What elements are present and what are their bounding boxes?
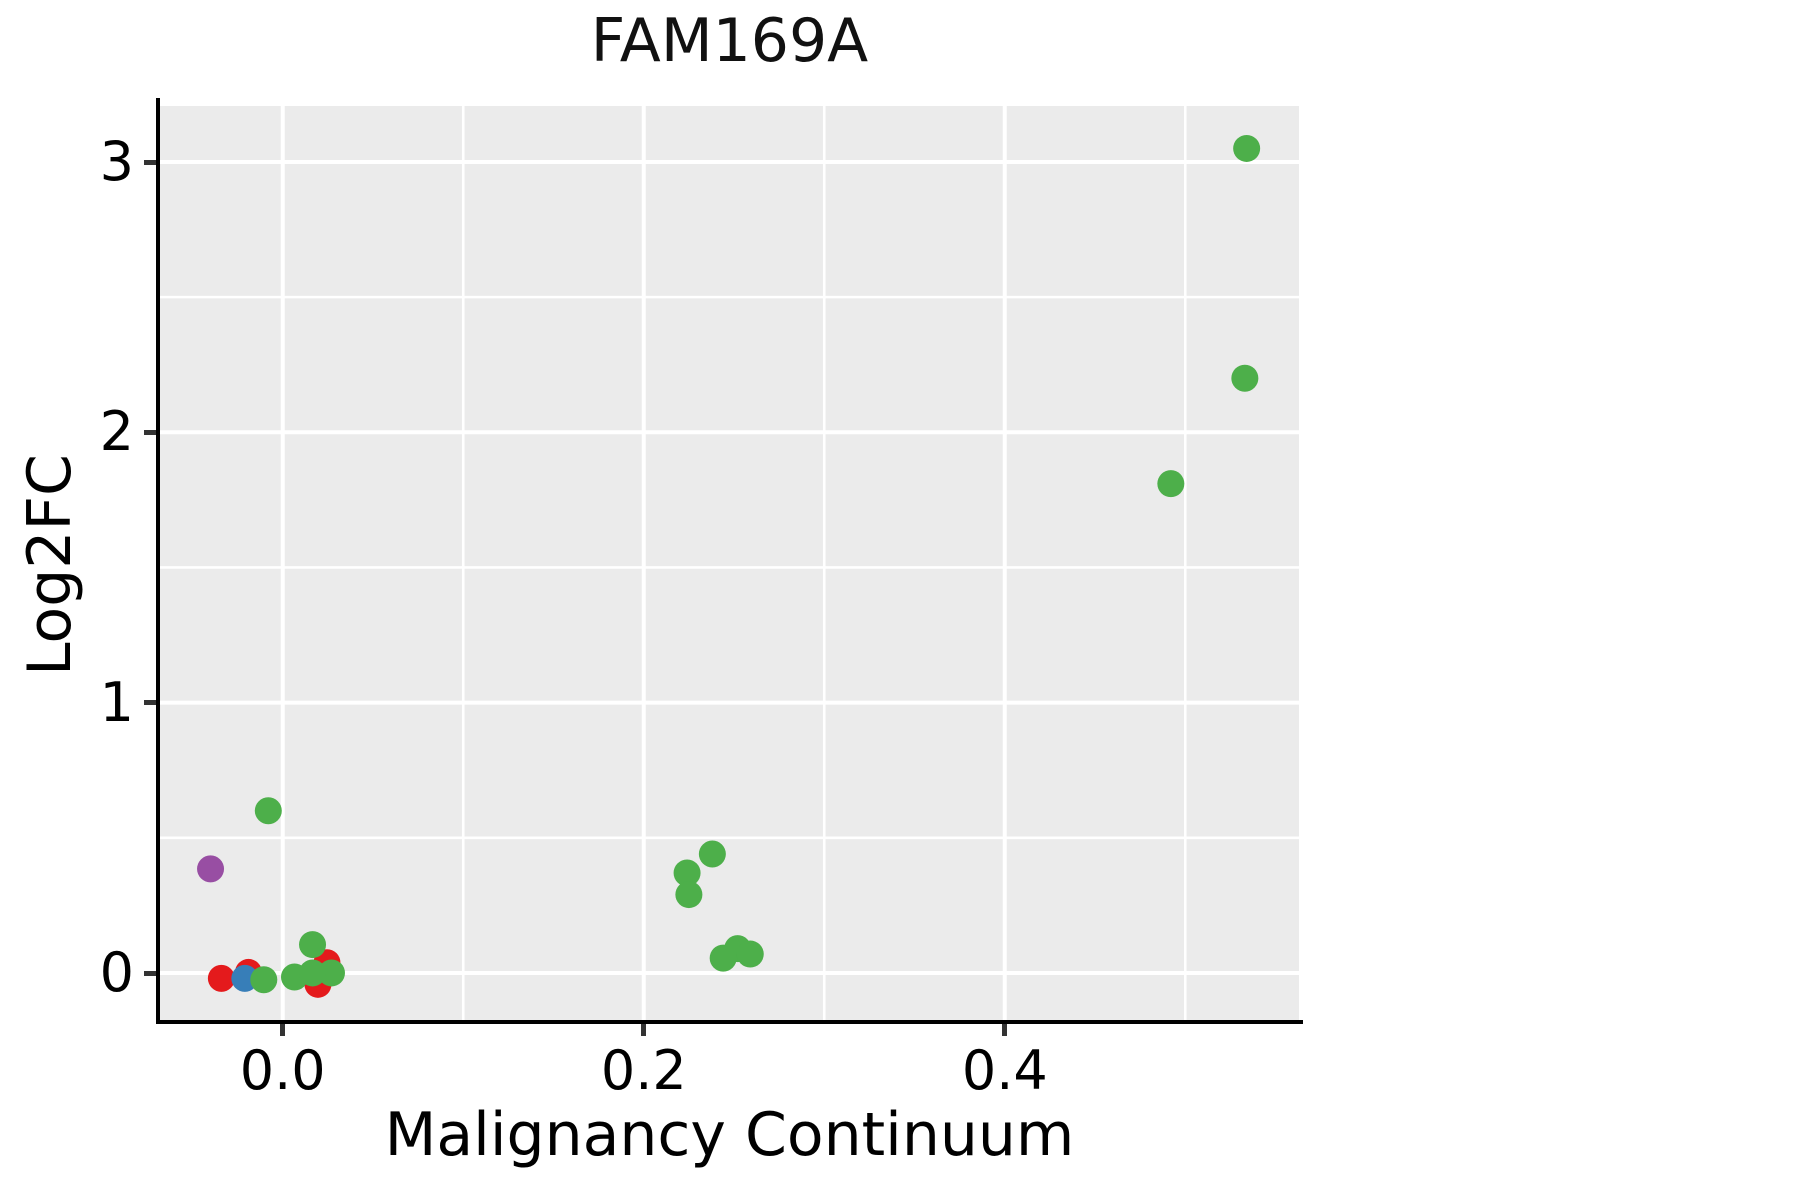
x-tick-label: 0.2	[600, 1039, 687, 1102]
y-tick-mark	[144, 700, 156, 706]
plot-title: FAM169A	[590, 6, 869, 76]
data-point-hcc	[254, 797, 282, 825]
y-axis-spine	[156, 98, 160, 1024]
plot-panel	[160, 106, 1299, 1020]
data-point-hcc	[1157, 470, 1185, 498]
data-point-hcc	[317, 959, 345, 987]
y-tick-mark	[144, 159, 156, 165]
data-point-hcc	[1233, 134, 1261, 162]
x-axis-spine	[156, 1020, 1303, 1024]
x-tick-mark	[280, 1024, 286, 1036]
x-tick-label: 0.0	[239, 1039, 326, 1102]
y-tick-label: 3	[99, 130, 134, 193]
x-tick-mark	[641, 1024, 647, 1036]
data-point-hcc	[698, 840, 726, 868]
data-point-hcc	[709, 944, 737, 972]
data-point-cirrhotic	[207, 964, 235, 992]
data-point-hcc	[675, 881, 703, 909]
y-tick-label: 1	[99, 670, 134, 734]
y-tick-mark	[144, 429, 156, 435]
data-point-nafld	[197, 855, 225, 883]
data-point-hcc	[299, 931, 327, 959]
data-point-hcc	[673, 859, 701, 887]
data-point-hcc	[1231, 364, 1259, 392]
y-axis-title: Log2FC	[15, 454, 85, 676]
x-tick-label: 0.4	[961, 1039, 1048, 1102]
data-point-hcc	[250, 966, 278, 994]
plot-panel-svg	[160, 106, 1299, 1020]
x-tick-mark	[1002, 1024, 1008, 1036]
y-tick-label: 2	[99, 400, 134, 464]
y-tick-mark	[144, 970, 156, 976]
y-tick-label: 0	[99, 941, 134, 1004]
x-axis-title: Malignancy Continuum	[384, 1100, 1075, 1170]
data-point-hcc	[299, 959, 327, 987]
data-point-hcc	[736, 940, 764, 968]
